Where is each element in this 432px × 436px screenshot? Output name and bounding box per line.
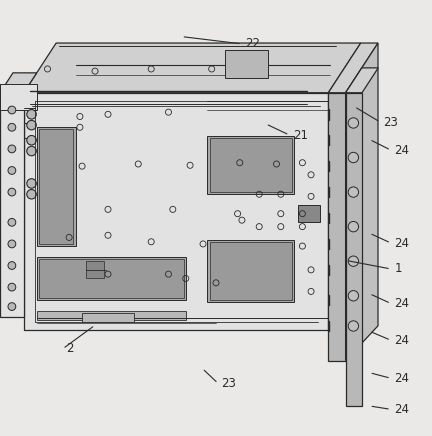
Polygon shape bbox=[207, 136, 294, 194]
Circle shape bbox=[27, 136, 36, 145]
Text: 23: 23 bbox=[384, 116, 398, 129]
Circle shape bbox=[8, 262, 16, 269]
Polygon shape bbox=[298, 205, 320, 222]
Text: 23: 23 bbox=[222, 377, 236, 390]
Circle shape bbox=[8, 240, 16, 248]
Text: 24: 24 bbox=[394, 334, 410, 347]
Polygon shape bbox=[225, 51, 268, 78]
Polygon shape bbox=[328, 43, 378, 93]
Circle shape bbox=[348, 118, 359, 128]
Polygon shape bbox=[24, 93, 328, 330]
Text: 24: 24 bbox=[394, 144, 410, 157]
Circle shape bbox=[348, 321, 359, 331]
Circle shape bbox=[348, 221, 359, 232]
Circle shape bbox=[8, 218, 16, 226]
Polygon shape bbox=[210, 138, 292, 192]
Circle shape bbox=[8, 303, 16, 310]
Text: 2: 2 bbox=[66, 342, 73, 355]
Text: 21: 21 bbox=[293, 129, 308, 142]
Polygon shape bbox=[37, 127, 76, 246]
Polygon shape bbox=[86, 261, 104, 279]
Polygon shape bbox=[346, 43, 378, 361]
Circle shape bbox=[8, 167, 16, 174]
Circle shape bbox=[27, 146, 36, 156]
Text: 24: 24 bbox=[394, 297, 410, 310]
Text: 24: 24 bbox=[394, 372, 410, 385]
Circle shape bbox=[348, 256, 359, 266]
Text: 22: 22 bbox=[245, 37, 260, 51]
Polygon shape bbox=[210, 242, 292, 300]
Polygon shape bbox=[37, 257, 186, 300]
Polygon shape bbox=[328, 93, 346, 361]
Polygon shape bbox=[39, 259, 184, 298]
Circle shape bbox=[8, 145, 16, 153]
Polygon shape bbox=[24, 43, 361, 93]
Circle shape bbox=[27, 179, 36, 188]
Circle shape bbox=[348, 290, 359, 301]
Circle shape bbox=[27, 120, 36, 130]
Circle shape bbox=[8, 106, 16, 114]
Circle shape bbox=[27, 109, 36, 119]
Polygon shape bbox=[0, 93, 24, 317]
Circle shape bbox=[8, 123, 16, 131]
Polygon shape bbox=[207, 240, 294, 302]
Circle shape bbox=[8, 283, 16, 291]
Polygon shape bbox=[0, 84, 37, 110]
Text: 1: 1 bbox=[394, 262, 402, 276]
Polygon shape bbox=[346, 93, 362, 406]
Polygon shape bbox=[39, 129, 73, 244]
Polygon shape bbox=[0, 73, 37, 93]
Text: 24: 24 bbox=[394, 403, 410, 416]
Circle shape bbox=[348, 152, 359, 163]
Circle shape bbox=[348, 187, 359, 197]
Circle shape bbox=[8, 188, 16, 196]
Text: 24: 24 bbox=[394, 237, 410, 249]
Polygon shape bbox=[346, 68, 378, 93]
Polygon shape bbox=[37, 311, 186, 320]
Polygon shape bbox=[82, 313, 134, 322]
Circle shape bbox=[27, 190, 36, 199]
